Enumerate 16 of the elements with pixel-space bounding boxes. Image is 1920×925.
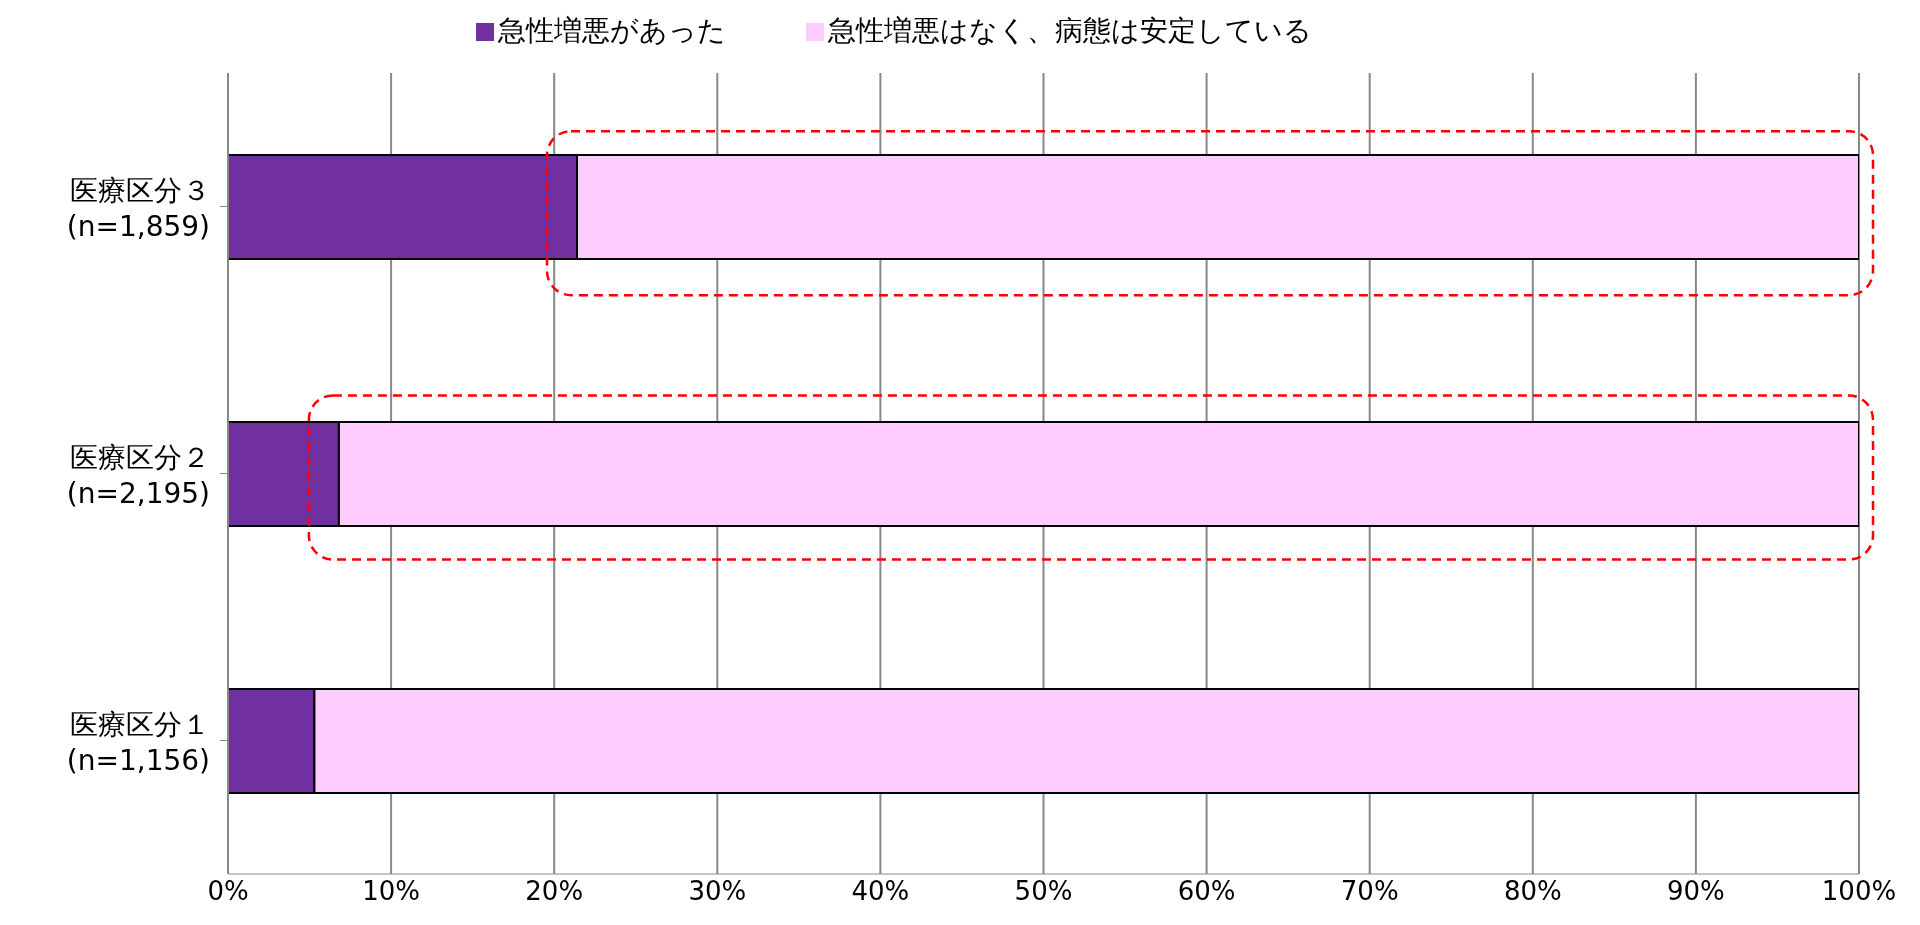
x-tick-label: 80%	[1503, 876, 1562, 907]
y-tick-label: 医療区分２ (n=2,195)	[66, 440, 210, 510]
x-tick-label: 60%	[1177, 876, 1236, 907]
x-tick-label: 10%	[362, 876, 420, 907]
x-tick-label: 0%	[207, 876, 249, 907]
x-tick-label: 70%	[1340, 876, 1399, 907]
legend-label: 急性増悪はなく、病態は安定している	[827, 14, 1312, 47]
legend-label: 急性増悪があった	[497, 14, 726, 47]
x-tick-label: 40%	[851, 876, 910, 907]
x-tick-label: 100%	[1821, 876, 1897, 907]
y-tick-label: 医療区分１ (n=1,156)	[66, 707, 210, 777]
x-tick-label: 50%	[1014, 876, 1073, 907]
y-tick-label: 医療区分３ (n=1,859)	[66, 173, 210, 243]
x-tick-label: 30%	[688, 876, 747, 907]
x-tick-label: 90%	[1667, 876, 1725, 907]
x-tick-label: 20%	[525, 876, 584, 907]
